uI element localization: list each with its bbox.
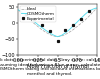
- COSMOtherm: [49, 32, 50, 33]
- Ideal: [81, 23, 82, 24]
- Experimental: [65, 29, 66, 30]
- Experimental: [25, 14, 26, 15]
- Ideal: [73, 29, 74, 30]
- Line: COSMOtherm: COSMOtherm: [18, 8, 97, 37]
- COSMOtherm: [37, 24, 38, 25]
- Line: Experimental: Experimental: [25, 10, 90, 42]
- Ideal: [25, 16, 26, 17]
- COSMOtherm: [81, 18, 82, 19]
- Ideal: [37, 26, 38, 27]
- COSMOtherm: [25, 14, 26, 15]
- COSMOtherm: [61, 35, 62, 36]
- COSMOtherm: [96, 7, 98, 8]
- COSMOtherm: [84, 14, 86, 15]
- COSMOtherm: [65, 32, 66, 33]
- COSMOtherm: [17, 9, 19, 10]
- COSMOtherm: [77, 21, 78, 22]
- Ideal: [41, 29, 42, 30]
- Ideal: [96, 7, 98, 8]
- Experimental: [73, 24, 74, 25]
- COSMOtherm: [57, 36, 58, 37]
- Ideal: [57, 36, 58, 37]
- Ideal: [45, 32, 46, 33]
- COSMOtherm: [41, 27, 42, 28]
- Ideal: [77, 26, 78, 27]
- Ideal: [21, 12, 23, 13]
- COSMOtherm: [29, 18, 30, 19]
- Experimental: [88, 11, 90, 12]
- Ideal: [33, 23, 34, 24]
- Experimental: [57, 41, 58, 42]
- Ideal: [88, 16, 90, 17]
- Ideal: [69, 32, 70, 33]
- Experimental: [81, 19, 82, 20]
- COSMOtherm: [69, 29, 70, 30]
- Experimental: [49, 31, 50, 32]
- COSMOtherm: [33, 21, 34, 22]
- Experimental: [41, 24, 42, 25]
- COSMOtherm: [92, 9, 94, 10]
- Line: Ideal: Ideal: [18, 8, 97, 37]
- Ideal: [65, 34, 66, 35]
- Legend: Ideal, COSMOtherm, Experimental: Ideal, COSMOtherm, Experimental: [20, 6, 56, 22]
- Experimental: [33, 19, 34, 20]
- X-axis label: Mole Fraction of thymol: Mole Fraction of thymol: [27, 64, 88, 69]
- COSMOtherm: [53, 35, 54, 36]
- COSMOtherm: [45, 30, 46, 31]
- Text: Black dots: experimental data. Gray curve: calculated
assuming ideal behaviour. : Black dots: experimental data. Gray curv…: [0, 58, 100, 76]
- Ideal: [17, 9, 19, 10]
- Ideal: [49, 34, 50, 35]
- COSMOtherm: [73, 25, 74, 26]
